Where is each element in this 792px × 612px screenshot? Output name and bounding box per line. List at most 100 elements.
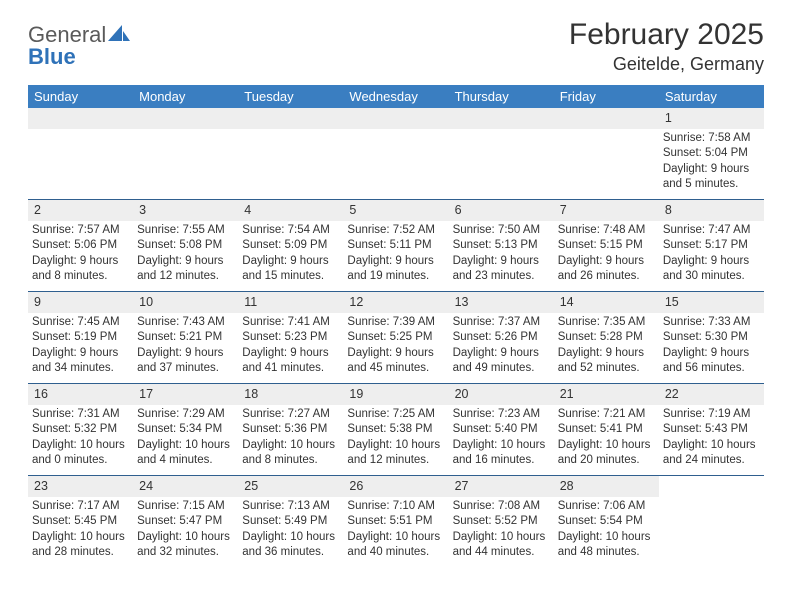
day-number: 2 [28,200,133,221]
cell-sunset: Sunset: 5:38 PM [347,422,444,438]
calendar-cell: 2Sunrise: 7:57 AMSunset: 5:06 PMDaylight… [28,200,133,291]
cell-daylight2: and 34 minutes. [32,361,129,377]
cell-sunset: Sunset: 5:15 PM [558,238,655,254]
cell-sunset: Sunset: 5:40 PM [453,422,550,438]
calendar-cell: 24Sunrise: 7:15 AMSunset: 5:47 PMDayligh… [133,476,238,567]
cell-sunrise: Sunrise: 7:15 AM [137,499,234,515]
calendar-cell: 10Sunrise: 7:43 AMSunset: 5:21 PMDayligh… [133,292,238,383]
day-number [238,108,343,129]
cell-sunrise: Sunrise: 7:58 AM [663,131,760,147]
cell-sunset: Sunset: 5:34 PM [137,422,234,438]
calendar-cell: 8Sunrise: 7:47 AMSunset: 5:17 PMDaylight… [659,200,764,291]
calendar-cell: 26Sunrise: 7:10 AMSunset: 5:51 PMDayligh… [343,476,448,567]
cell-daylight2: and 52 minutes. [558,361,655,377]
cell-sunset: Sunset: 5:41 PM [558,422,655,438]
cell-daylight1: Daylight: 9 hours [663,346,760,362]
logo-text-block: General Blue [28,24,130,69]
day-number: 22 [659,384,764,405]
calendar-week: 2Sunrise: 7:57 AMSunset: 5:06 PMDaylight… [28,199,764,291]
cell-daylight2: and 20 minutes. [558,453,655,469]
cell-sunset: Sunset: 5:17 PM [663,238,760,254]
day-number: 25 [238,476,343,497]
calendar-cell: 20Sunrise: 7:23 AMSunset: 5:40 PMDayligh… [449,384,554,475]
cell-daylight1: Daylight: 10 hours [32,530,129,546]
cell-daylight1: Daylight: 10 hours [558,438,655,454]
day-number: 4 [238,200,343,221]
calendar-cell: 6Sunrise: 7:50 AMSunset: 5:13 PMDaylight… [449,200,554,291]
cell-daylight2: and 16 minutes. [453,453,550,469]
cell-daylight1: Daylight: 10 hours [137,438,234,454]
calendar-cell: 5Sunrise: 7:52 AMSunset: 5:11 PMDaylight… [343,200,448,291]
cell-daylight2: and 49 minutes. [453,361,550,377]
cell-sunset: Sunset: 5:49 PM [242,514,339,530]
calendar-cell-empty [659,476,764,567]
cell-daylight2: and 56 minutes. [663,361,760,377]
calendar-cell-empty [554,108,659,199]
calendar-cell-empty [133,108,238,199]
calendar: Sunday Monday Tuesday Wednesday Thursday… [28,85,764,567]
page-title: February 2025 [569,18,764,52]
calendar-cell: 17Sunrise: 7:29 AMSunset: 5:34 PMDayligh… [133,384,238,475]
dayname-monday: Monday [133,85,238,108]
day-number: 26 [343,476,448,497]
cell-daylight2: and 30 minutes. [663,269,760,285]
day-number: 6 [449,200,554,221]
cell-sunset: Sunset: 5:54 PM [558,514,655,530]
cell-daylight2: and 15 minutes. [242,269,339,285]
day-number: 1 [659,108,764,129]
calendar-cell: 4Sunrise: 7:54 AMSunset: 5:09 PMDaylight… [238,200,343,291]
cell-sunrise: Sunrise: 7:55 AM [137,223,234,239]
cell-daylight1: Daylight: 9 hours [663,254,760,270]
logo-sail-icon [108,25,130,46]
calendar-cell: 7Sunrise: 7:48 AMSunset: 5:15 PMDaylight… [554,200,659,291]
cell-daylight1: Daylight: 10 hours [347,438,444,454]
day-number: 12 [343,292,448,313]
cell-sunset: Sunset: 5:25 PM [347,330,444,346]
cell-daylight2: and 44 minutes. [453,545,550,561]
dayname-friday: Friday [554,85,659,108]
cell-daylight2: and 12 minutes. [347,453,444,469]
calendar-cell-empty [449,108,554,199]
cell-sunset: Sunset: 5:23 PM [242,330,339,346]
cell-sunrise: Sunrise: 7:47 AM [663,223,760,239]
day-number: 16 [28,384,133,405]
cell-daylight1: Daylight: 9 hours [32,346,129,362]
calendar-cell: 16Sunrise: 7:31 AMSunset: 5:32 PMDayligh… [28,384,133,475]
cell-sunset: Sunset: 5:45 PM [32,514,129,530]
calendar-body: 1Sunrise: 7:58 AMSunset: 5:04 PMDaylight… [28,108,764,567]
cell-daylight1: Daylight: 9 hours [32,254,129,270]
cell-sunset: Sunset: 5:21 PM [137,330,234,346]
day-number [343,108,448,129]
day-number: 3 [133,200,238,221]
day-number: 9 [28,292,133,313]
calendar-week: 23Sunrise: 7:17 AMSunset: 5:45 PMDayligh… [28,475,764,567]
dayname-sunday: Sunday [28,85,133,108]
cell-daylight1: Daylight: 9 hours [137,346,234,362]
title-block: February 2025 Geitelde, Germany [569,18,764,75]
dayname-tuesday: Tuesday [238,85,343,108]
cell-sunrise: Sunrise: 7:10 AM [347,499,444,515]
calendar-cell: 14Sunrise: 7:35 AMSunset: 5:28 PMDayligh… [554,292,659,383]
day-number: 17 [133,384,238,405]
cell-daylight2: and 24 minutes. [663,453,760,469]
cell-daylight2: and 45 minutes. [347,361,444,377]
logo-text-general: General [28,24,106,46]
dayname-saturday: Saturday [659,85,764,108]
cell-daylight2: and 26 minutes. [558,269,655,285]
page-header: General Blue February 2025 Geitelde, Ger… [28,18,764,75]
calendar-week: 16Sunrise: 7:31 AMSunset: 5:32 PMDayligh… [28,383,764,475]
calendar-cell: 25Sunrise: 7:13 AMSunset: 5:49 PMDayligh… [238,476,343,567]
calendar-cell: 22Sunrise: 7:19 AMSunset: 5:43 PMDayligh… [659,384,764,475]
cell-sunrise: Sunrise: 7:52 AM [347,223,444,239]
calendar-cell: 28Sunrise: 7:06 AMSunset: 5:54 PMDayligh… [554,476,659,567]
cell-sunrise: Sunrise: 7:33 AM [663,315,760,331]
cell-daylight2: and 0 minutes. [32,453,129,469]
cell-sunrise: Sunrise: 7:54 AM [242,223,339,239]
cell-daylight2: and 41 minutes. [242,361,339,377]
cell-daylight1: Daylight: 10 hours [242,530,339,546]
cell-sunrise: Sunrise: 7:31 AM [32,407,129,423]
cell-sunset: Sunset: 5:28 PM [558,330,655,346]
calendar-cell-empty [28,108,133,199]
cell-daylight2: and 32 minutes. [137,545,234,561]
day-number: 7 [554,200,659,221]
